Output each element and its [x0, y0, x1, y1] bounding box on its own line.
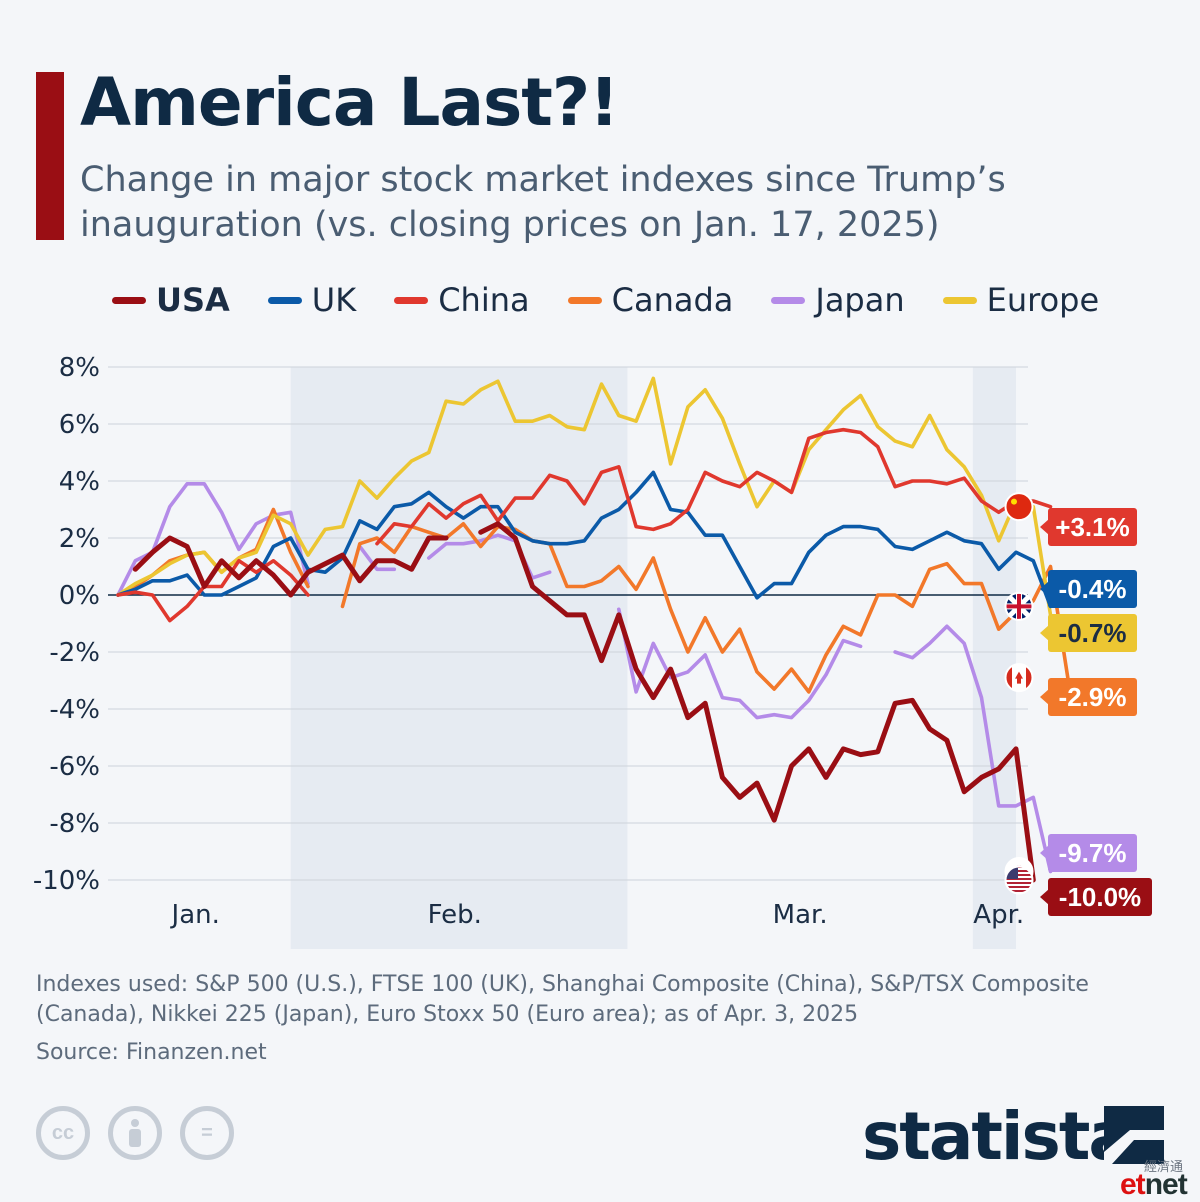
y-tick-label: -8%: [49, 809, 100, 839]
uk-flag-icon: [1004, 591, 1034, 621]
end-label-japan: -9.7%: [1059, 838, 1127, 868]
series-line-usa: [132, 521, 1036, 883]
legend-swatch-europe: [942, 296, 977, 304]
legend-label-europe: Europe: [986, 281, 1100, 319]
by-icon: [108, 1106, 162, 1160]
y-tick-label: 6%: [59, 410, 100, 440]
end-label-pointer: [1040, 581, 1049, 597]
legend-label-uk: UK: [311, 281, 357, 319]
china-flag-icon: [1004, 492, 1034, 522]
y-tick-label: 0%: [59, 581, 100, 611]
chart-subtitle: Change in major stock market indexes sin…: [80, 160, 1006, 245]
source-note: Source: Finanzen.net: [36, 1040, 267, 1065]
legend-swatch-uk: [267, 296, 302, 304]
legend-label-japan: Japan: [815, 281, 905, 319]
y-tick-label: -10%: [33, 866, 100, 896]
end-label-box-china: [1048, 508, 1137, 546]
footnote: Indexes used: S&P 500 (U.S.), FTSE 100 (…: [36, 972, 1089, 1027]
statista-logo-mark-icon: [1104, 1106, 1164, 1164]
legend-item-china: China: [394, 281, 530, 319]
legend-item-usa: USA: [112, 281, 230, 319]
x-tick-label: Mar.: [773, 900, 828, 930]
legend-item-uk: UK: [267, 281, 357, 319]
legend-item-canada: Canada: [567, 281, 734, 319]
chart-title: America Last?!: [80, 64, 619, 141]
x-tick-label: Jan.: [170, 900, 220, 930]
legend-label-usa: USA: [156, 281, 230, 319]
series-line-china: [116, 427, 1053, 623]
end-label-pointer: [1040, 625, 1049, 641]
x-tick-label: Feb.: [428, 900, 482, 930]
line-chart: 8% 6% 4% 2% 0% -2% -4% -6% -8% -10% Jan. Feb. Mar. Ap…: [33, 353, 1152, 949]
legend-swatch-china: [394, 296, 429, 304]
legend-label-canada: Canada: [611, 281, 734, 319]
y-tick-label: 2%: [59, 524, 100, 554]
y-tick-label: 8%: [59, 353, 100, 383]
watermark-et: et: [1120, 1168, 1146, 1201]
legend-item-europe: Europe: [942, 281, 1100, 319]
end-label-usa: -10.0%: [1059, 882, 1141, 912]
shaded-band-0: [290, 367, 628, 949]
shaded-band-1: [972, 367, 1016, 949]
end-label-box-usa: [1048, 878, 1152, 916]
end-label-box-uk: [1048, 570, 1137, 608]
series-line-europe: [116, 376, 1053, 617]
y-tick-label: -2%: [49, 638, 100, 668]
cc-icon: cc: [36, 1106, 90, 1160]
end-label-europe: -0.7%: [1059, 618, 1127, 648]
watermark-logo: etnet: [1120, 1168, 1188, 1202]
nd-icon: =: [180, 1106, 234, 1160]
end-label-pointer: [1040, 845, 1049, 861]
end-label-pointer: [1040, 889, 1049, 905]
legend-item-japan: Japan: [771, 281, 905, 319]
end-label-box-europe: [1048, 614, 1137, 652]
license-icons: cc =: [36, 1106, 252, 1160]
x-tick-label: Apr.: [973, 900, 1024, 930]
end-label-box-canada: [1048, 678, 1137, 716]
legend-swatch-canada: [567, 296, 602, 304]
watermark-cn: 經濟通: [1144, 1159, 1184, 1174]
end-label-box-japan: [1048, 834, 1137, 872]
legend-label-china: China: [438, 281, 530, 319]
end-label-canada: -2.9%: [1059, 682, 1127, 712]
y-tick-label: 4%: [59, 467, 100, 497]
legend-swatch-usa: [112, 296, 146, 304]
watermark-net: net: [1144, 1168, 1188, 1201]
end-label-uk: -0.4%: [1059, 574, 1127, 604]
usa-flag-icon: [1004, 865, 1034, 895]
legend: USA UK China Canada Japan Europe: [112, 280, 1137, 320]
legend-swatch-japan: [771, 296, 806, 304]
series-line-uk: [116, 470, 1053, 609]
end-label-china: +3.1%: [1055, 512, 1129, 542]
y-tick-label: -4%: [49, 695, 100, 725]
statista-logo: statista: [862, 1098, 1133, 1175]
end-label-pointer: [1040, 519, 1049, 535]
end-label-pointer: [1040, 689, 1049, 705]
canada-flag-icon: [1004, 663, 1034, 693]
y-tick-label: -6%: [49, 752, 100, 782]
title-accent-bar: [36, 72, 64, 240]
